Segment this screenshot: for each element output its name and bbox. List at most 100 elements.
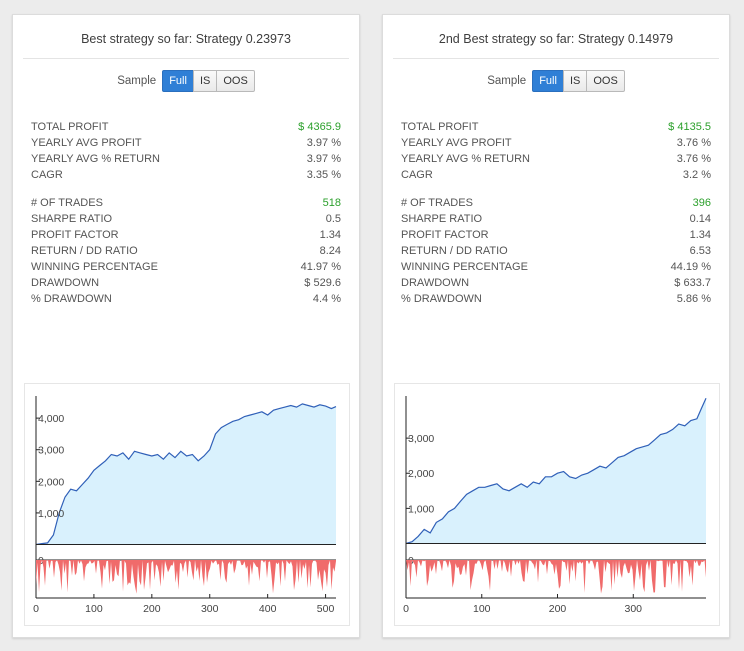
stat-row-cagr: CAGR 3.35 % [31,167,341,183]
stat-label: RETURN / DD RATIO [401,245,508,257]
stat-value: 0.14 [689,213,711,225]
divider [393,58,719,59]
stat-value: 518 [322,197,341,209]
y-tick-label: 4,000 [38,413,64,425]
stat-row-total-profit: TOTAL PROFIT $ 4135.5 [401,119,711,135]
sample-label: Sample [487,75,527,87]
drawdown-area [36,560,336,594]
stat-value: $ 4135.5 [668,121,711,133]
stat-row-profit-factor: PROFIT FACTOR 1.34 [401,227,711,243]
strategy-panel-second: 2nd Best strategy so far: Strategy 0.149… [382,14,730,638]
stats-table: TOTAL PROFIT $ 4135.5 YEARLY AVG PROFIT 3.… [401,119,711,307]
stat-value: 3.76 % [676,137,711,149]
stat-value: 396 [692,197,711,209]
panel-title: Best strategy so far: Strategy 0.23973 [81,32,291,46]
stat-value: 44.19 % [670,261,711,273]
x-tick-label: 300 [201,603,219,615]
stat-row-num-trades: # OF TRADES 518 [31,195,341,211]
stat-value: 3.76 % [676,153,711,165]
sample-selector: Sample Full IS OOS [13,70,359,92]
equity-line [35,403,337,546]
equity-area [406,398,706,544]
stat-row-total-profit: TOTAL PROFIT $ 4365.9 [31,119,341,135]
y-tick-label: 1,000 [408,503,434,515]
stat-label: RETURN / DD RATIO [31,245,138,257]
stat-row-profit-factor: PROFIT FACTOR 1.34 [31,227,341,243]
stat-value: 1.34 [319,229,341,241]
stat-value: 4.4 % [312,293,341,305]
stat-row-return-dd: RETURN / DD RATIO 8.24 [31,243,341,259]
equity-line [405,398,707,545]
stat-value: 0.5 [325,213,341,225]
stat-value: $ 529.6 [304,277,341,289]
stat-row-yearly-avg-profit: YEARLY AVG PROFIT 3.97 % [31,135,341,151]
stat-label: DRAWDOWN [31,277,100,289]
stat-label: # OF TRADES [401,197,473,209]
strategy-panel-best: Best strategy so far: Strategy 0.23973 S… [12,14,360,638]
x-tick-label: 500 [317,603,335,615]
x-tick-label: 100 [473,603,491,615]
stat-row-sharpe: SHARPE RATIO 0.5 [31,211,341,227]
stat-row-pct-drawdown: % DRAWDOWN 4.4 % [31,291,341,307]
drawdown-area [406,560,706,594]
stat-row-yearly-avg-return: YEARLY AVG % RETURN 3.76 % [401,151,711,167]
stat-label: WINNING PERCENTAGE [401,261,528,273]
y-tick-label: 3,000 [38,445,64,457]
sample-oos-button[interactable]: OOS [586,70,625,92]
stat-row-winning-pct: WINNING PERCENTAGE 44.19 % [401,259,711,275]
stat-row-pct-drawdown: % DRAWDOWN 5.86 % [401,291,711,307]
stats-table: TOTAL PROFIT $ 4365.9 YEARLY AVG PROFIT 3.… [31,119,341,307]
stat-value: 3.97 % [306,153,341,165]
stat-row-num-trades: # OF TRADES 396 [401,195,711,211]
stat-label: YEARLY AVG PROFIT [401,137,512,149]
stat-row-cagr: CAGR 3.2 % [401,167,711,183]
stat-label: YEARLY AVG % RETURN [31,153,160,165]
x-tick-label: 100 [85,603,103,615]
stat-label: # OF TRADES [31,197,103,209]
stat-value: 1.34 [689,229,711,241]
x-tick-label: 400 [259,603,277,615]
x-tick-label: 0 [403,603,409,615]
equity-area [36,403,336,545]
stat-label: SHARPE RATIO [31,213,113,225]
stat-label: YEARLY AVG PROFIT [31,137,142,149]
divider [23,58,349,59]
stat-label: DRAWDOWN [401,277,470,289]
stat-row-yearly-avg-profit: YEARLY AVG PROFIT 3.76 % [401,135,711,151]
stat-label: TOTAL PROFIT [401,121,479,133]
sample-label: Sample [117,75,157,87]
stat-label: PROFIT FACTOR [31,229,119,241]
stat-row-return-dd: RETURN / DD RATIO 6.53 [401,243,711,259]
y-tick-label: 2,000 [38,476,64,488]
x-tick-label: 200 [549,603,567,615]
sample-selector: Sample Full IS OOS [383,70,729,92]
stat-value: $ 633.7 [674,277,711,289]
sample-is-button[interactable]: IS [562,70,588,92]
stat-label: WINNING PERCENTAGE [31,261,158,273]
sample-full-button[interactable]: Full [162,70,194,92]
x-tick-label: 0 [33,603,39,615]
stat-label: YEARLY AVG % RETURN [401,153,530,165]
stat-value: 41.97 % [300,261,341,273]
x-tick-label: 200 [143,603,161,615]
stat-value: 3.2 % [682,169,711,181]
stat-value: 3.97 % [306,137,341,149]
stat-value: $ 4365.9 [298,121,341,133]
stat-value: 8.24 [319,245,341,257]
y-tick-label: 3,000 [408,433,434,445]
stat-label: % DRAWDOWN [401,293,482,305]
stat-value: 3.35 % [306,169,341,181]
sample-full-button[interactable]: Full [532,70,564,92]
panel-title: 2nd Best strategy so far: Strategy 0.149… [438,32,674,46]
stat-label: CAGR [401,169,433,181]
sample-is-button[interactable]: IS [192,70,218,92]
sample-oos-button[interactable]: OOS [216,70,255,92]
stat-row-sharpe: SHARPE RATIO 0.14 [401,211,711,227]
stat-label: PROFIT FACTOR [401,229,489,241]
stat-row-yearly-avg-return: YEARLY AVG % RETURN 3.97 % [31,151,341,167]
stat-label: SHARPE RATIO [401,213,483,225]
stat-value: 5.86 % [676,293,711,305]
